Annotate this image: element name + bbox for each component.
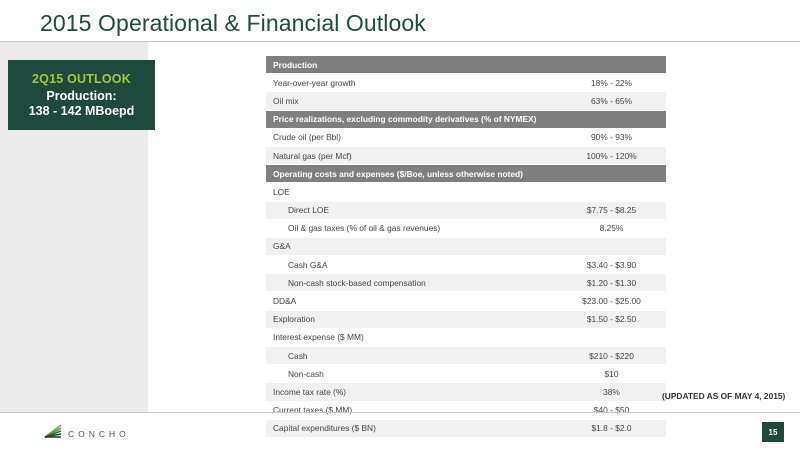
table-row: DD&A $23.00 - $25.00 [266,292,666,311]
outlook-callout: 2Q15 OUTLOOK Production: 138 - 142 MBoep… [8,60,155,130]
table-section-header: Production [266,56,666,75]
row-value: $3.40 - $3.90 [586,259,637,270]
row-value: 18% - 22% [591,77,632,88]
outlook-heading: 2Q15 OUTLOOK [32,72,131,86]
table-row: G&A [266,237,666,257]
footer-divider [0,412,800,413]
row-label: Oil mix [273,95,299,106]
row-value: $1.50 - $2.50 [586,314,637,325]
updated-note: (UPDATED AS OF MAY 4, 2015) [662,391,786,401]
page-number: 15 [762,422,784,442]
table-row: Oil & gas taxes (% of oil & gas revenues… [266,220,666,238]
row-label: LOE [273,186,290,197]
table-row: Oil mix 63% - 65% [266,92,666,111]
row-label: Cash G&A [288,259,328,270]
row-value: $1.8 - $2.0 [591,423,632,434]
table-row: Capital expenditures ($ BN) $1.8 - $2.0 [266,419,666,438]
row-label: Interest expense ($ MM) [273,332,364,343]
table-row: Cash $210 - $220 [266,347,666,366]
row-label: Cash [288,350,308,361]
page-title: 2015 Operational & Financial Outlook [40,10,426,36]
table-row: Cash G&A $3.40 - $3.90 [266,256,666,275]
row-value: $7.75 - $8.25 [586,205,637,216]
table-row: Current taxes ($ MM) $40 - $50 [266,402,666,420]
table-section-header: Operating costs and expenses ($/Boe, unl… [266,165,666,184]
outlook-table: Production Year-over-year growth 18% - 22%… [266,56,666,438]
table-row: Non-cash $10 [266,365,666,384]
title-divider [0,41,800,42]
table-row: Non-cash stock-based compensation $1.20 -… [266,274,666,293]
logo-wordmark: CONCHO [68,428,130,439]
outlook-production-value: 138 - 142 MBoepd [28,104,135,118]
table-row: Natural gas (per Mcf) 100% - 120% [266,146,666,166]
table-row: Interest expense ($ MM) [266,329,666,347]
row-label: Income tax rate (%) [273,386,347,397]
row-label: Oil & gas taxes (% of oil & gas revenues… [288,223,441,234]
table-row: Year-over-year growth 18% - 22% [266,74,666,93]
row-label: Current taxes ($ MM) [273,405,353,416]
row-label: Year-over-year growth [273,77,356,88]
row-label: Capital expenditures ($ BN) [273,423,376,434]
row-label: Production [273,59,318,70]
row-label: G&A [273,241,291,252]
row-label: DD&A [273,296,297,307]
table-row: LOE [266,183,666,202]
outlook-production-label: Production: [46,89,117,103]
row-value: $210 - $220 [589,350,634,361]
row-label: Direct LOE [288,205,329,216]
row-label: Operating costs and expenses ($/Boe, unl… [273,168,523,179]
table-section-header: Price realizations, excluding commodity … [266,110,666,129]
row-value: 38% [603,386,620,397]
row-value: 90% - 93% [591,132,632,143]
company-logo: CONCHO [44,424,130,443]
row-label: Exploration [273,314,315,325]
table-row: Income tax rate (%) 38% [266,383,666,402]
row-label: Price realizations, excluding commodity … [273,114,537,125]
table-row: Direct LOE $7.75 - $8.25 [266,201,666,220]
row-label: Crude oil (per Bbl) [273,132,341,143]
row-value: $1.20 - $1.30 [586,277,637,288]
row-value: $23.00 - $25.00 [582,296,641,307]
row-value: 63% - 65% [591,95,632,106]
row-value: 100% - 120% [586,150,637,161]
row-label: Non-cash stock-based compensation [288,277,426,288]
row-label: Natural gas (per Mcf) [273,150,352,161]
table-row: Crude oil (per Bbl) 90% - 93% [266,129,666,147]
row-value: 8.25% [599,223,624,234]
row-label: Non-cash [288,368,324,379]
row-value: $10 [604,368,619,379]
row-value: $40 - $50 [593,405,630,416]
table-row: Exploration $1.50 - $2.50 [266,310,666,329]
concho-fan-logo-icon [44,424,62,443]
